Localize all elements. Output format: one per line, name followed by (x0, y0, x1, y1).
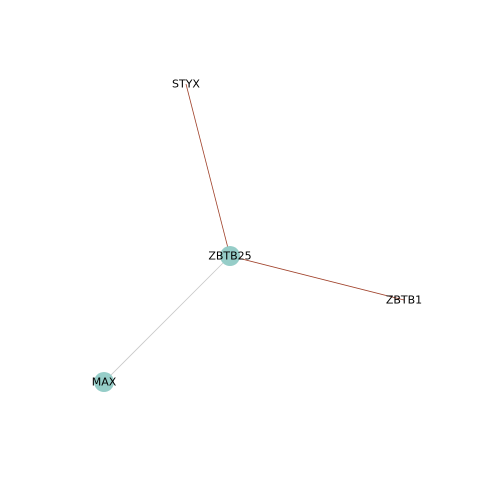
node-label-styx: STYX (172, 78, 200, 91)
edge-zbtb25-max (103, 255, 231, 383)
node-label-max: MAX (92, 376, 117, 389)
node-zbtb1: ZBTB1 (386, 294, 422, 307)
node-label-zbtb25: ZBTB25 (208, 250, 251, 263)
node-label-zbtb1: ZBTB1 (386, 294, 422, 307)
nodes-layer: ZBTB25 STYX ZBTB1 MAX (92, 78, 422, 392)
edge-zbtb25-zbtb1 (229, 255, 405, 301)
node-max: MAX (92, 372, 117, 392)
edge-zbtb25-styx (185, 83, 231, 257)
edges-layer (103, 83, 405, 383)
node-zbtb25: ZBTB25 (208, 246, 252, 266)
node-marker-max (94, 372, 114, 392)
node-marker-zbtb25 (220, 246, 240, 266)
node-styx: STYX (172, 78, 200, 91)
